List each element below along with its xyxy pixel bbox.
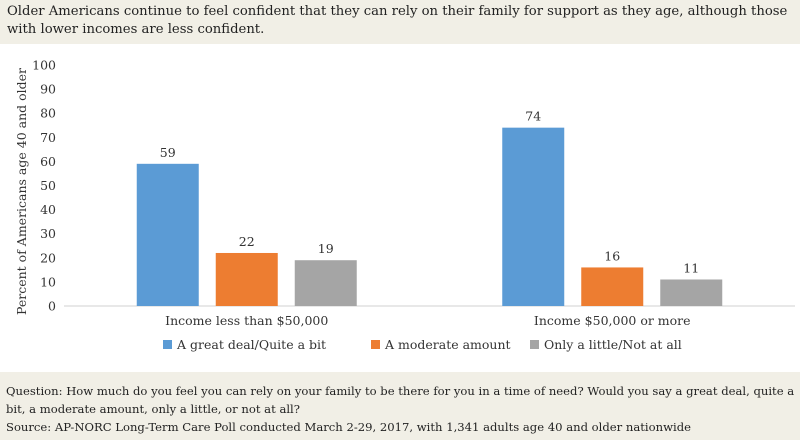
legend-swatch (530, 340, 539, 349)
y-axis-label: Percent of Americans age 40 and older (14, 68, 29, 315)
footer-band: Question: How much do you feel you can r… (0, 372, 800, 440)
legend-item: A moderate amount (371, 337, 511, 352)
legend-swatch (371, 340, 380, 349)
chart-panel: 0 10 20 30 40 50 60 70 80 90 100 Percent of Americ… (0, 44, 800, 372)
y-tick-label: 90 (40, 82, 56, 97)
bar (502, 127, 565, 306)
bar (136, 163, 199, 306)
bar (215, 252, 278, 306)
data-label: 16 (604, 248, 620, 263)
y-tick-label: 100 (32, 58, 56, 73)
data-label: 59 (160, 145, 176, 160)
question-note: Question: How much do you feel you can r… (6, 384, 795, 416)
bar-chart: 0 10 20 30 40 50 60 70 80 90 100 Percent of Americ… (14, 58, 795, 352)
legend-swatch (163, 340, 172, 349)
legend-label: A moderate amount (384, 337, 511, 352)
y-tick-label: 60 (40, 154, 56, 169)
y-tick-label: 70 (40, 130, 56, 145)
y-tick-label: 0 (48, 299, 56, 314)
y-tick-label: 20 (40, 250, 56, 265)
x-tick-label: Income less than $50,000 (165, 313, 328, 328)
y-axis: 0 10 20 30 40 50 60 70 80 90 100 (32, 58, 56, 314)
bar (660, 279, 723, 306)
data-label: 22 (239, 234, 255, 249)
header-band: Older Americans continue to feel confide… (0, 0, 800, 44)
legend-item: Only a little/Not at all (530, 337, 682, 352)
bar (294, 260, 357, 306)
x-tick-label: Income $50,000 or more (534, 313, 691, 328)
chart-title: Older Americans continue to feel confide… (7, 4, 788, 37)
legend: A great deal/Quite a bit A moderate amoun… (163, 337, 682, 352)
source-note: Source: AP-NORC Long-Term Care Poll cond… (6, 420, 691, 434)
y-tick-label: 80 (40, 106, 56, 121)
y-tick-label: 10 (40, 274, 56, 289)
data-label: 11 (683, 260, 699, 275)
y-tick-label: 40 (40, 202, 56, 217)
legend-label: Only a little/Not at all (544, 337, 682, 352)
legend-item: A great deal/Quite a bit (163, 337, 326, 352)
data-label: 74 (525, 109, 541, 124)
data-label: 19 (318, 241, 334, 256)
bars: 59 22 19 74 16 11 (136, 109, 723, 306)
legend-label: A great deal/Quite a bit (176, 337, 326, 352)
y-tick-label: 50 (40, 178, 56, 193)
x-axis: Income less than $50,000 Income $50,000 o… (165, 313, 690, 328)
y-tick-label: 30 (40, 226, 56, 241)
bar (581, 267, 644, 306)
